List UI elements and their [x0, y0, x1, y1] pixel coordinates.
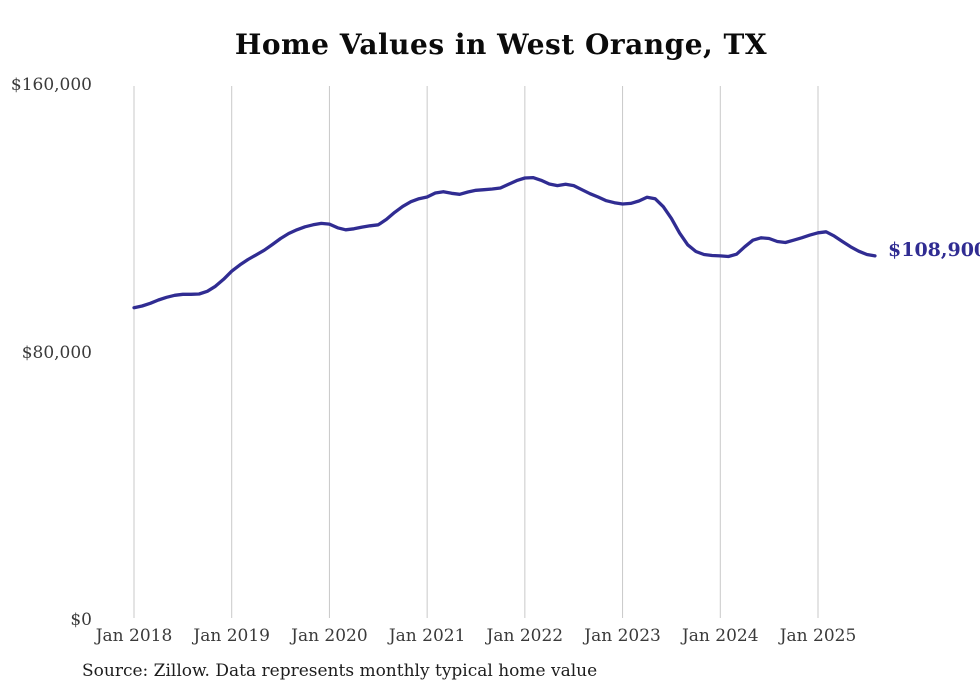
y-tick-label: $160,000: [10, 75, 92, 95]
x-tick-label: Jan 2024: [681, 626, 759, 646]
gridlines-group: [133, 86, 819, 618]
x-tick-label: Jan 2023: [584, 626, 661, 646]
y-tick-label: $80,000: [21, 342, 92, 363]
price-line: [132, 175, 877, 310]
source-note: Source: Zillow. Data represents monthly …: [82, 661, 598, 681]
chart-title: Home Values in West Orange, TX: [234, 28, 768, 61]
latest-value-label: $108,900: [888, 239, 980, 261]
x-tick-label: Jan 2025: [779, 626, 857, 646]
series-group: [132, 175, 877, 310]
x-tick-label: Jan 2022: [486, 626, 564, 646]
x-tick-label: Jan 2020: [291, 626, 368, 646]
x-tick-label: Jan 2018: [95, 626, 173, 646]
y-tick-label: $0: [70, 610, 92, 630]
x-tick-label: Jan 2019: [193, 626, 270, 646]
x-tick-label: Jan 2021: [388, 626, 466, 646]
